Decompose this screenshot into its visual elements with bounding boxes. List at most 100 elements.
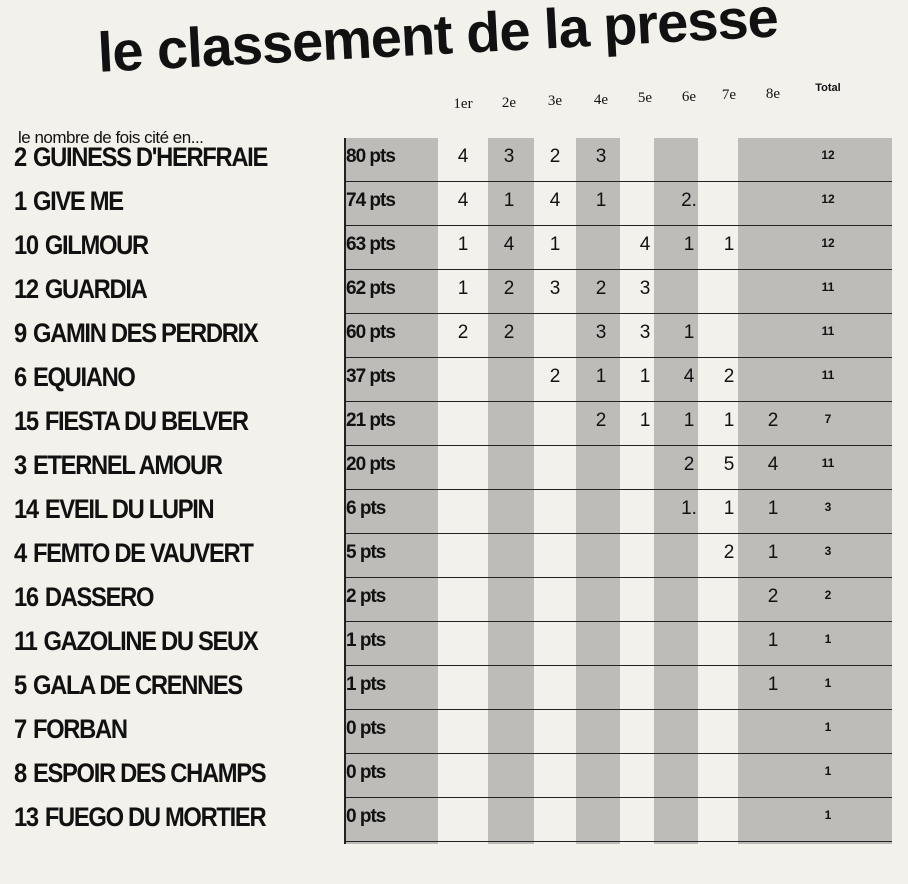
horse-number: 4 — [14, 538, 27, 568]
placement-count: 1 — [457, 234, 469, 255]
shaded-column-band — [654, 138, 698, 844]
placement-count: 2 — [457, 322, 469, 343]
horse-number: 1 — [14, 186, 27, 216]
points-value: 20 pts — [346, 454, 396, 475]
horse-name: FORBAN — [32, 714, 128, 744]
points-value: 62 pts — [346, 278, 396, 299]
horse-name: FIESTA DU BELVER — [44, 406, 249, 436]
table-row: 1 pts 1 1 — [344, 666, 892, 710]
table-row: 5 pts 2 1 3 — [344, 534, 892, 578]
horse-number: 2 — [14, 142, 27, 172]
total-count: 12 — [821, 236, 835, 250]
horse-name: GALA DE CRENNES — [32, 670, 243, 700]
total-count: 2 — [824, 588, 832, 602]
horse-name: GUARDIA — [44, 274, 148, 304]
table-row: 63 pts 1 4 1 4 1 1 12 — [344, 226, 892, 270]
horse-name: EVEIL DU LUPIN — [44, 494, 215, 524]
table-divider — [344, 138, 346, 844]
placement-count: 1 — [767, 498, 779, 519]
placement-count: 1 — [595, 366, 607, 387]
total-count: 1 — [824, 632, 832, 646]
horse-entry: 15 FIESTA DU BELVER — [14, 406, 249, 437]
points-value: 60 pts — [346, 322, 396, 343]
horse-entry: 5 GALA DE CRENNES — [14, 670, 243, 701]
horse-name: DASSERO — [44, 582, 155, 612]
points-value: 0 pts — [346, 762, 386, 783]
horse-entry: 8 ESPOIR DES CHAMPS — [14, 758, 267, 789]
shaded-column-band — [576, 138, 620, 844]
total-count: 1 — [824, 676, 832, 690]
column-header: 5e — [637, 90, 653, 106]
table-row: 0 pts 1 — [344, 754, 892, 798]
horse-entry: 3 ETERNEL AMOUR — [14, 450, 223, 481]
horse-name: FUEGO DU MORTIER — [44, 802, 267, 832]
total-count: 11 — [821, 456, 835, 470]
horse-entry: 14 EVEIL DU LUPIN — [14, 494, 215, 525]
placement-count: 4 — [767, 454, 779, 475]
placement-count: 4 — [457, 190, 469, 211]
placement-count: 2 — [503, 322, 515, 343]
placement-count: 1 — [683, 322, 695, 343]
table-row: 80 pts 4 3 2 3 12 — [344, 138, 892, 182]
placement-count: 1 — [683, 410, 695, 431]
horse-entry: 11 GAZOLINE DU SEUX — [14, 626, 259, 657]
horse-number: 14 — [14, 494, 39, 524]
points-value: 1 pts — [346, 630, 386, 651]
horse-entry: 7 FORBAN — [14, 714, 128, 745]
column-header: 6e — [681, 88, 697, 105]
table-row: 1 pts 1 1 — [344, 622, 892, 666]
placement-count: 2 — [767, 586, 779, 607]
points-value: 63 pts — [346, 234, 396, 255]
placement-count: 1 — [723, 410, 735, 431]
placement-count: 1 — [767, 630, 779, 651]
horse-entry: 12 GUARDIA — [14, 274, 148, 305]
horse-entry: 10 GILMOUR — [14, 230, 149, 261]
horse-number: 16 — [14, 582, 39, 612]
horse-number: 11 — [14, 626, 38, 656]
placement-count: 1 — [767, 542, 779, 563]
placement-count: 2 — [683, 454, 695, 475]
points-value: 21 pts — [346, 410, 396, 431]
horse-entry: 9 GAMIN DES PERDRIX — [14, 318, 259, 349]
total-count: 12 — [821, 148, 835, 162]
horse-name: GILMOUR — [44, 230, 149, 260]
table-row: 60 pts 2 2 3 3 1 11 — [344, 314, 892, 358]
placement-count: 1 — [457, 278, 469, 299]
horse-entry: 1 GIVE ME — [14, 186, 124, 217]
placement-count: 2 — [549, 146, 561, 167]
column-header: 2e — [501, 94, 517, 111]
column-header: 8e — [765, 85, 781, 102]
table-row: 2 pts 2 2 — [344, 578, 892, 622]
placement-count: 5 — [723, 454, 735, 475]
horse-number: 9 — [14, 318, 27, 348]
table-row: 74 pts 4 1 4 1 2. 12 — [344, 182, 892, 226]
points-value: 6 pts — [346, 498, 386, 519]
total-count: 1 — [824, 808, 832, 822]
table-row: 21 pts 2 1 1 1 2 7 — [344, 402, 892, 446]
horse-name: GIVE ME — [32, 186, 124, 216]
horse-number: 12 — [14, 274, 39, 304]
column-header: 1er — [453, 96, 473, 112]
horse-entry: 2 GUINESS D'HERFRAIE — [14, 142, 268, 173]
placement-count: 1 — [723, 234, 735, 255]
shaded-column-band — [346, 138, 438, 844]
points-value: 0 pts — [346, 806, 386, 827]
total-count: 7 — [824, 412, 832, 426]
horse-name: EQUIANO — [32, 362, 136, 392]
total-count: 11 — [821, 280, 835, 294]
placement-count: 2 — [549, 366, 561, 387]
horse-name: GUINESS D'HERFRAIE — [32, 142, 268, 172]
placement-count: 2. — [681, 190, 697, 211]
total-count: 1 — [824, 764, 832, 778]
shaded-column-band — [738, 138, 892, 844]
placement-count: 2 — [595, 278, 607, 299]
placement-count: 3 — [639, 278, 651, 299]
placement-count: 1 — [683, 234, 695, 255]
placement-count: 1 — [767, 674, 779, 695]
points-value: 74 pts — [346, 190, 396, 211]
horse-entry: 13 FUEGO DU MORTIER — [14, 802, 267, 833]
placement-count: 2 — [767, 410, 779, 431]
table-row: 0 pts 1 — [344, 710, 892, 754]
placement-count: 1 — [549, 234, 561, 255]
column-header: 7e — [721, 87, 737, 103]
